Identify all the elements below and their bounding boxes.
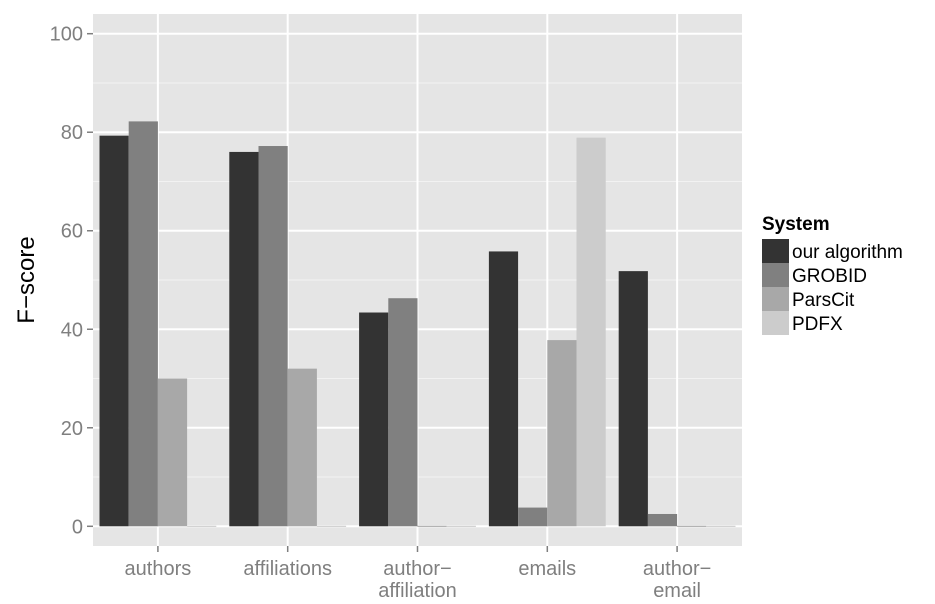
legend-label: GROBID [792, 266, 867, 287]
y-tick-label: 80 [61, 122, 83, 144]
x-tick-label: affiliations [243, 558, 332, 580]
bars [99, 121, 736, 527]
y-axis-title: F−score [13, 236, 40, 323]
bar [359, 312, 389, 527]
bar [576, 137, 606, 527]
bar [258, 146, 288, 527]
bar [388, 298, 418, 527]
y-tick-label: 40 [61, 319, 83, 341]
bar [547, 340, 577, 527]
legend-label: our algorithm [792, 242, 903, 263]
x-tick-label: author− [383, 558, 451, 580]
x-tick-label: authors [125, 558, 192, 580]
legend-label: PDFX [792, 314, 843, 335]
bar [287, 368, 317, 527]
legend-label: ParsCit [792, 290, 855, 311]
x-tick-label: email [653, 580, 701, 602]
legend-title: System [762, 214, 830, 235]
y-axis: 0 20 40 60 80 100 [50, 24, 93, 538]
bar [647, 513, 678, 527]
legend-key [762, 287, 789, 311]
bar [518, 507, 548, 527]
x-tick-label: emails [518, 558, 576, 580]
y-tick-label: 20 [61, 418, 83, 440]
legend-key [762, 239, 789, 263]
bar [229, 151, 259, 527]
bar [99, 135, 129, 527]
major-gridlines [93, 14, 742, 546]
y-tick-label: 0 [72, 516, 83, 538]
x-tick-label: affiliation [378, 580, 457, 602]
x-tick-label: author− [643, 558, 711, 580]
legend: System our algorithm GROBID ParsCit PDFX [762, 214, 903, 335]
bar [157, 378, 188, 527]
y-tick-label: 60 [61, 221, 83, 243]
x-axis: authors affiliations author−affiliationema… [125, 546, 711, 602]
bar [488, 251, 519, 527]
legend-key [762, 263, 789, 287]
bar [618, 271, 648, 527]
bar [128, 121, 158, 527]
y-tick-label: 100 [50, 24, 83, 46]
legend-key [762, 311, 789, 335]
